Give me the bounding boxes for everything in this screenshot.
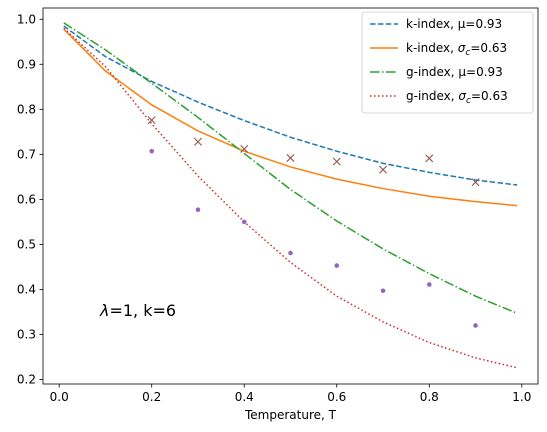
dot-marker bbox=[334, 263, 340, 268]
legend-label-prefix: g-index, bbox=[406, 65, 458, 79]
x-tick-label: 0.6 bbox=[327, 390, 346, 404]
legend: k-index, μ=0.93k-index, σc=0.63g-index, … bbox=[361, 11, 534, 114]
y-tick-label: 0.9 bbox=[17, 57, 36, 71]
plot-frame bbox=[42, 7, 539, 385]
y-tick-label: 0.3 bbox=[17, 327, 36, 341]
dot-marker bbox=[380, 288, 386, 294]
y-tick-label: 0.4 bbox=[17, 282, 36, 296]
dot-marker bbox=[195, 207, 201, 213]
y-tick-label: 1.0 bbox=[17, 12, 36, 26]
x-tick-label: 0.8 bbox=[420, 390, 439, 404]
legend-label-symbol: σ bbox=[458, 41, 466, 55]
series-line-1 bbox=[63, 25, 518, 186]
dot-marker bbox=[473, 323, 478, 328]
marker-layer bbox=[147, 116, 480, 328]
x-tick-label: 0.4 bbox=[235, 390, 254, 404]
legend-label-prefix: g-index, bbox=[406, 89, 458, 103]
y-tick-label: 0.5 bbox=[17, 237, 36, 251]
legend-label-suffix: =0.93 bbox=[466, 65, 503, 79]
dot-marker bbox=[149, 148, 155, 154]
legend-label-prefix: k-index, bbox=[406, 41, 458, 55]
x-marker bbox=[332, 157, 341, 166]
annotation-rest: =1, k=6 bbox=[109, 301, 176, 320]
legend-label-prefix: k-index, bbox=[406, 17, 458, 31]
legend-label-3: g-index, μ=0.93 bbox=[406, 65, 503, 79]
legend-label-1: k-index, μ=0.93 bbox=[406, 17, 502, 31]
series-layer bbox=[63, 22, 518, 369]
legend-label-suffix: =0.93 bbox=[465, 17, 502, 31]
x-marker bbox=[471, 178, 480, 187]
legend-label-sub: c bbox=[466, 96, 471, 106]
legend-label-symbol: μ bbox=[458, 17, 466, 31]
legend-label-suffix: =0.63 bbox=[470, 41, 507, 55]
legend-label-symbol: μ bbox=[458, 65, 466, 79]
tick-layer: 0.0 0.2 0.4 0.6 0.8 1.0 0.2 0.3 0.4 0.5 0.6 0.7 0.8 0… bbox=[17, 12, 531, 404]
legend-box bbox=[361, 11, 534, 114]
annotation: λ=1, k=6 bbox=[99, 301, 176, 320]
x-axis-label: Temperature, T bbox=[244, 408, 337, 422]
legend-label-4: g-index, σc=0.63 bbox=[406, 89, 508, 106]
x-marker bbox=[240, 144, 249, 153]
legend-label-suffix: =0.63 bbox=[471, 89, 508, 103]
x-marker bbox=[147, 116, 156, 125]
legend-label-2: k-index, σc=0.63 bbox=[406, 41, 507, 58]
annotation-lambda: λ bbox=[99, 301, 109, 320]
y-tick-label: 0.8 bbox=[17, 102, 36, 116]
y-tick-label: 0.7 bbox=[17, 147, 36, 161]
x-tick-label: 0.2 bbox=[142, 390, 161, 404]
series-line-3 bbox=[63, 22, 518, 314]
x-marker bbox=[193, 137, 202, 146]
y-tick-label: 0.2 bbox=[17, 372, 36, 386]
dot-marker bbox=[241, 219, 247, 225]
x-marker bbox=[425, 154, 434, 163]
y-tick-label: 0.6 bbox=[17, 192, 36, 206]
legend-label-sub: c bbox=[465, 48, 470, 58]
series-line-2 bbox=[63, 28, 518, 207]
dot-marker bbox=[426, 282, 432, 287]
x-tick-label: 1.0 bbox=[512, 390, 531, 404]
x-marker bbox=[379, 165, 388, 174]
dot-marker bbox=[288, 250, 293, 256]
x-marker bbox=[286, 153, 295, 162]
legend-label-symbol: σ bbox=[458, 89, 466, 103]
x-tick-label: 0.0 bbox=[50, 390, 69, 404]
